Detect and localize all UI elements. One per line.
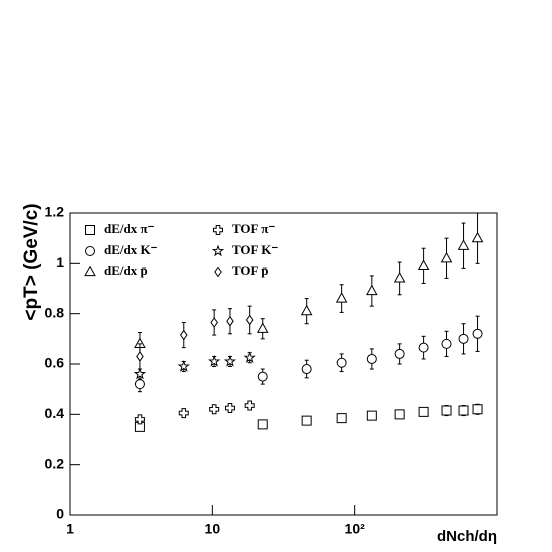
marker	[257, 419, 268, 430]
marker	[366, 284, 378, 296]
marker	[335, 292, 348, 303]
marker	[243, 351, 256, 363]
marker	[301, 364, 312, 375]
y-tick-label: 0	[56, 506, 64, 522]
x-tick-label: 10	[205, 521, 221, 537]
marker	[336, 357, 347, 368]
marker	[441, 405, 452, 416]
marker	[136, 351, 144, 362]
marker	[223, 355, 237, 367]
marker	[226, 315, 234, 327]
marker	[394, 348, 405, 359]
marker	[256, 322, 269, 333]
x-tick-label: 1	[66, 521, 74, 537]
legend-label: TOF π⁻	[232, 221, 275, 236]
marker	[257, 371, 268, 382]
marker	[366, 353, 377, 364]
marker	[417, 259, 430, 270]
marker	[177, 360, 190, 372]
marker	[134, 414, 145, 425]
y-tick-label: 0.8	[45, 304, 65, 320]
marker	[301, 415, 312, 426]
marker	[209, 404, 220, 415]
marker	[208, 355, 221, 367]
marker	[394, 409, 405, 420]
y-tick-label: 0.4	[45, 405, 65, 421]
marker	[457, 239, 470, 250]
legend-marker	[84, 265, 96, 277]
marker	[440, 251, 453, 263]
marker	[180, 329, 188, 341]
marker	[472, 404, 483, 415]
marker	[458, 333, 469, 344]
marker	[472, 328, 483, 339]
legend-marker	[213, 225, 223, 235]
x-tick-label: 10²	[345, 521, 366, 537]
x-axis-label: dNch/dη	[437, 528, 497, 545]
y-tick-label: 1	[56, 254, 64, 270]
marker	[245, 314, 254, 326]
legend-label: dE/dx π⁻	[104, 221, 155, 236]
marker	[458, 405, 469, 416]
marker	[300, 304, 313, 316]
legend-marker	[214, 266, 222, 278]
legend-marker	[85, 225, 95, 235]
marker	[471, 231, 484, 243]
legend-label: TOF K⁻	[232, 242, 278, 257]
marker	[133, 367, 147, 380]
y-tick-label: 1.2	[45, 204, 65, 220]
marker	[336, 413, 347, 424]
y-axis-label: <pT> (GeV/c)	[21, 203, 42, 320]
legend-label: TOF p̄	[232, 263, 269, 278]
marker	[441, 338, 452, 349]
y-tick-label: 0.2	[45, 455, 65, 471]
marker	[210, 317, 218, 328]
marker	[244, 400, 255, 411]
marker	[393, 271, 406, 283]
marker	[418, 406, 429, 417]
marker	[224, 403, 235, 414]
marker	[178, 408, 189, 419]
marker	[366, 410, 377, 421]
legend-label: dE/dx p̄	[104, 263, 148, 278]
marker	[134, 379, 145, 390]
legend-label: dE/dx K⁻	[104, 242, 158, 257]
marker	[418, 342, 429, 353]
legend-marker	[211, 244, 225, 257]
legend-marker	[84, 246, 96, 256]
plot-frame	[69, 212, 498, 516]
y-tick-label: 0.6	[45, 355, 65, 371]
